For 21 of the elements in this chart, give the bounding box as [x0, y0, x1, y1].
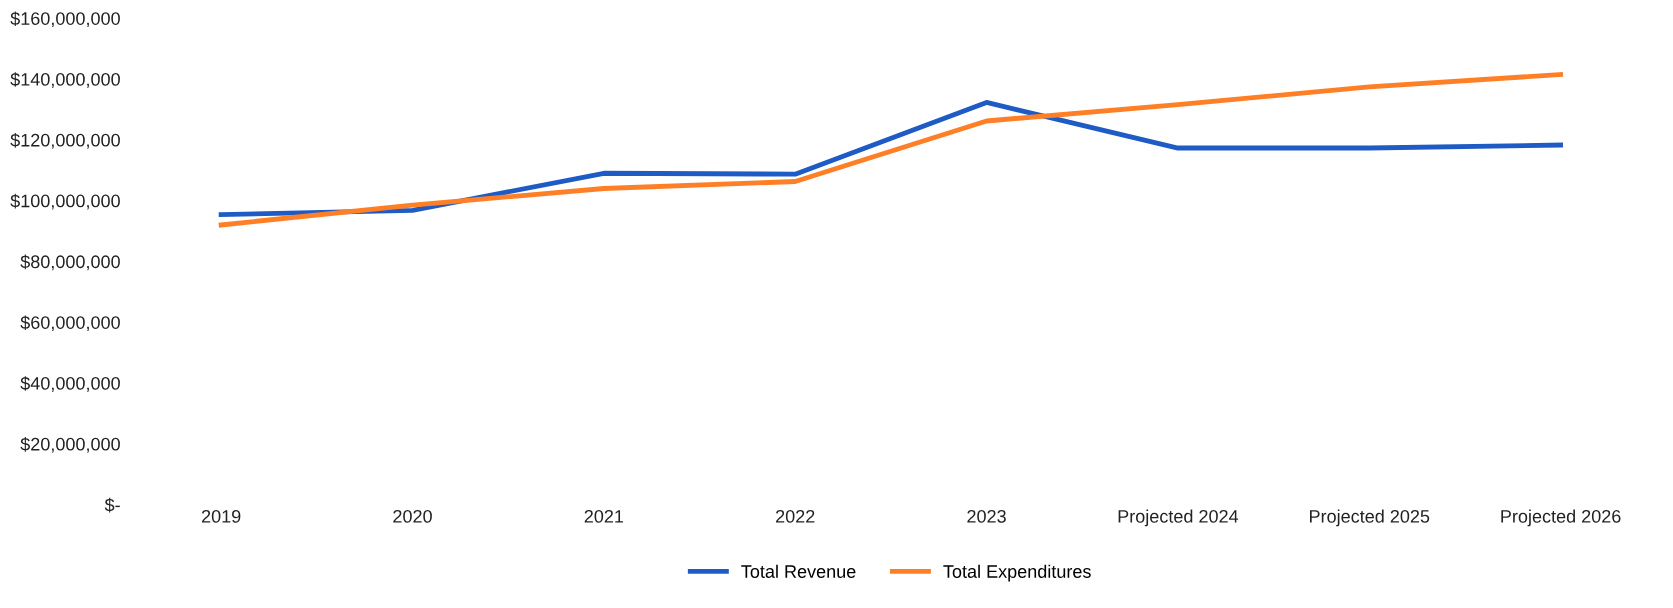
legend-label: Total Expenditures	[943, 564, 1091, 582]
y-tick-label: $100,000,000	[10, 193, 120, 210]
y-tick-label: $160,000,000	[10, 11, 120, 28]
x-tick-label: Projected 2024	[1118, 509, 1239, 527]
x-tick-label: 2022	[776, 509, 815, 523]
y-tick-label: $120,000,000	[10, 133, 120, 149]
y-tick-label: $60,000,000	[20, 315, 120, 332]
line-series	[218, 100, 1564, 218]
x-tick-label: 2021	[584, 509, 624, 523]
y-tick-label: $140,000,000	[10, 72, 120, 88]
y-tick-label: $-	[104, 497, 120, 513]
x-tick-label: 2023	[967, 509, 1006, 523]
x-tick-label: Projected 2025	[1310, 509, 1430, 527]
y-tick-label: $20,000,000	[20, 437, 120, 453]
legend-label: Total Revenue	[741, 564, 856, 578]
x-tick-label: 2020	[393, 509, 432, 523]
line-series	[218, 72, 1564, 228]
y-tick-label: $80,000,000	[20, 254, 120, 271]
y-tick-label: $40,000,000	[20, 376, 120, 392]
x-tick-label: 2019	[201, 509, 241, 523]
x-tick-label: Projected 2026	[1501, 509, 1621, 527]
